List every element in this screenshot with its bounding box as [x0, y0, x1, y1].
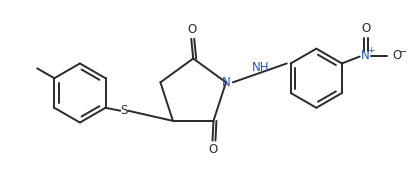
Text: N: N [360, 49, 369, 62]
Text: −: − [398, 47, 406, 57]
Text: O: O [360, 23, 369, 36]
Text: O: O [392, 49, 401, 62]
Text: O: O [187, 23, 196, 36]
Text: N: N [221, 76, 230, 89]
Text: S: S [120, 104, 128, 117]
Text: O: O [208, 143, 218, 156]
Text: +: + [366, 46, 373, 55]
Text: NH: NH [252, 61, 269, 74]
